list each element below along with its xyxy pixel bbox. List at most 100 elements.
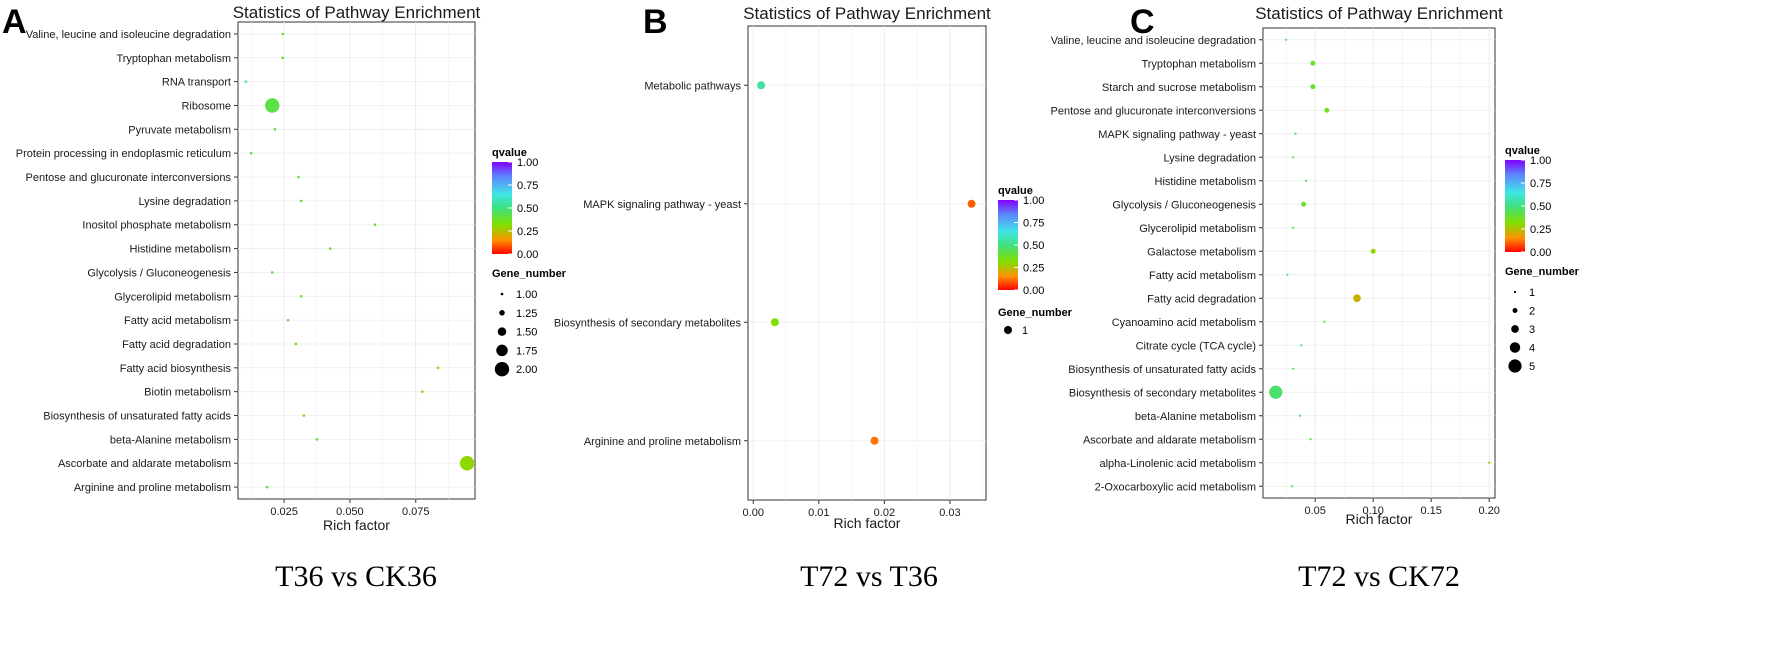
data-point: [1370, 248, 1376, 254]
size-legend-label: 1: [1022, 325, 1028, 337]
chart-title: Statistics of Pathway Enrichment: [1255, 4, 1503, 23]
category-label: Ribosome: [181, 100, 231, 112]
category-label: Glycolysis / Gluconeogenesis: [1112, 199, 1256, 211]
category-label: Inositol phosphate metabolism: [82, 220, 231, 232]
x-axis-title: Rich factor: [834, 515, 901, 531]
category-label: Arginine and proline metabolism: [74, 482, 231, 494]
category-label: Protein processing in endoplasmic reticu…: [16, 148, 231, 160]
data-point: [302, 414, 306, 417]
category-label: RNA transport: [162, 77, 231, 89]
data-point: [281, 56, 285, 60]
category-label: Biosynthesis of secondary metabolites: [554, 317, 742, 329]
data-point: [1310, 60, 1316, 66]
qvalue-colorbar: [998, 200, 1018, 290]
size-legend-dot: [1508, 359, 1522, 373]
data-point: [967, 199, 976, 208]
data-point: [1292, 226, 1295, 229]
category-label: Histidine metabolism: [1155, 176, 1256, 188]
size-legend-label: 1.00: [516, 289, 537, 301]
x-tick-label: 0.025: [270, 506, 298, 518]
category-label: Biosynthesis of secondary metabolites: [1069, 387, 1257, 399]
data-point: [1310, 84, 1316, 90]
qvalue-colorbar: [492, 162, 512, 254]
data-point: [299, 294, 303, 298]
data-point: [1309, 438, 1312, 441]
category-label: 2-Oxocarboxylic acid metabolism: [1095, 481, 1256, 493]
data-point: [1304, 179, 1308, 182]
panel-caption: T72 vs CK72: [1298, 560, 1460, 593]
category-label: Fatty acid metabolism: [124, 315, 231, 327]
data-point: [281, 32, 285, 36]
size-legend-label: 1.50: [516, 327, 537, 339]
size-legend-dot: [1512, 308, 1518, 313]
x-axis-title: Rich factor: [1346, 511, 1413, 527]
panel-c: C Statistics of Pathway Enrichment Valine,…: [1051, 3, 1580, 593]
x-tick-label: 0.03: [939, 507, 960, 519]
colorbar-tick-label: 0.25: [1530, 224, 1551, 236]
chart-title: Statistics of Pathway Enrichment: [743, 4, 991, 23]
data-point: [436, 366, 440, 370]
panel-letter: C: [1130, 3, 1155, 41]
size-legend-label: 3: [1529, 324, 1535, 336]
category-label: Galactose metabolism: [1147, 246, 1256, 258]
qvalue-legend-title: qvalue: [1505, 145, 1540, 157]
size-legend-label: 5: [1529, 361, 1535, 373]
size-legend-dot: [1004, 326, 1012, 334]
category-label: Fatty acid degradation: [1147, 293, 1256, 305]
colorbar-tick-label: 0.50: [1530, 201, 1551, 213]
data-point: [1294, 132, 1297, 135]
size-legend-label: 2: [1529, 306, 1535, 318]
data-point: [1488, 461, 1491, 464]
category-label: Lysine degradation: [1163, 152, 1256, 164]
x-axis-title: Rich factor: [323, 517, 390, 533]
data-point: [270, 271, 274, 274]
colorbar-tick-label: 0.00: [1023, 285, 1044, 297]
size-legend-dot: [500, 292, 504, 296]
category-label: Valine, leucine and isoleucine degradati…: [26, 29, 231, 41]
panel-letter: A: [2, 3, 27, 41]
category-label: MAPK signaling pathway - yeast: [1098, 129, 1256, 141]
colorbar-tick-label: 1.00: [1530, 155, 1551, 167]
category-label: Biosynthesis of unsaturated fatty acids: [43, 411, 231, 423]
qvalue-legend-title: qvalue: [492, 147, 527, 159]
data-point: [249, 151, 253, 155]
plot-area: [1262, 27, 1496, 499]
panel-caption: T36 vs CK36: [275, 560, 437, 593]
qvalue-legend-title: qvalue: [998, 185, 1033, 197]
data-point: [1292, 156, 1295, 159]
colorbar-tick-label: 0.00: [1530, 247, 1551, 259]
data-point: [294, 342, 298, 346]
data-point: [1323, 320, 1326, 323]
data-point: [265, 98, 280, 113]
category-label: Glycerolipid metabolism: [1139, 223, 1256, 235]
data-point: [1269, 385, 1283, 399]
size-legend-label: 1: [1529, 287, 1535, 299]
category-label: Tryptophan metabolism: [116, 53, 231, 65]
panel-caption: T72 vs T36: [800, 560, 938, 593]
x-tick-label: 0.02: [874, 507, 895, 519]
gene-number-legend-title: Gene_number: [492, 268, 567, 280]
category-label: Pentose and glucuronate interconversions: [1051, 105, 1257, 117]
x-tick-label: 0.075: [402, 506, 430, 518]
x-tick-label: 0.20: [1478, 505, 1499, 517]
data-point: [770, 318, 779, 327]
x-tick-label: 0.15: [1420, 505, 1441, 517]
category-label: Ascorbate and aldarate metabolism: [58, 458, 231, 470]
x-tick-label: 0.05: [1304, 505, 1325, 517]
category-label: Arginine and proline metabolism: [584, 436, 741, 448]
plot-area: [747, 25, 987, 501]
data-point: [1285, 38, 1288, 41]
data-point: [1301, 201, 1307, 207]
category-label: beta-Alanine metabolism: [1135, 411, 1256, 423]
colorbar-tick-label: 0.25: [1023, 263, 1044, 275]
panel-b: B Statistics of Pathway Enrichment Metabol…: [554, 3, 1073, 593]
size-legend-label: 4: [1529, 343, 1535, 355]
category-label: Glycolysis / Gluconeogenesis: [87, 267, 231, 279]
category-label: Fatty acid biosynthesis: [120, 363, 232, 375]
category-label: Biotin metabolism: [144, 387, 231, 399]
colorbar-tick-label: 0.75: [1023, 218, 1044, 230]
colorbar-tick-label: 0.50: [517, 203, 538, 215]
colorbar-tick-label: 1.00: [1023, 195, 1044, 207]
category-label: Histidine metabolism: [130, 244, 231, 256]
